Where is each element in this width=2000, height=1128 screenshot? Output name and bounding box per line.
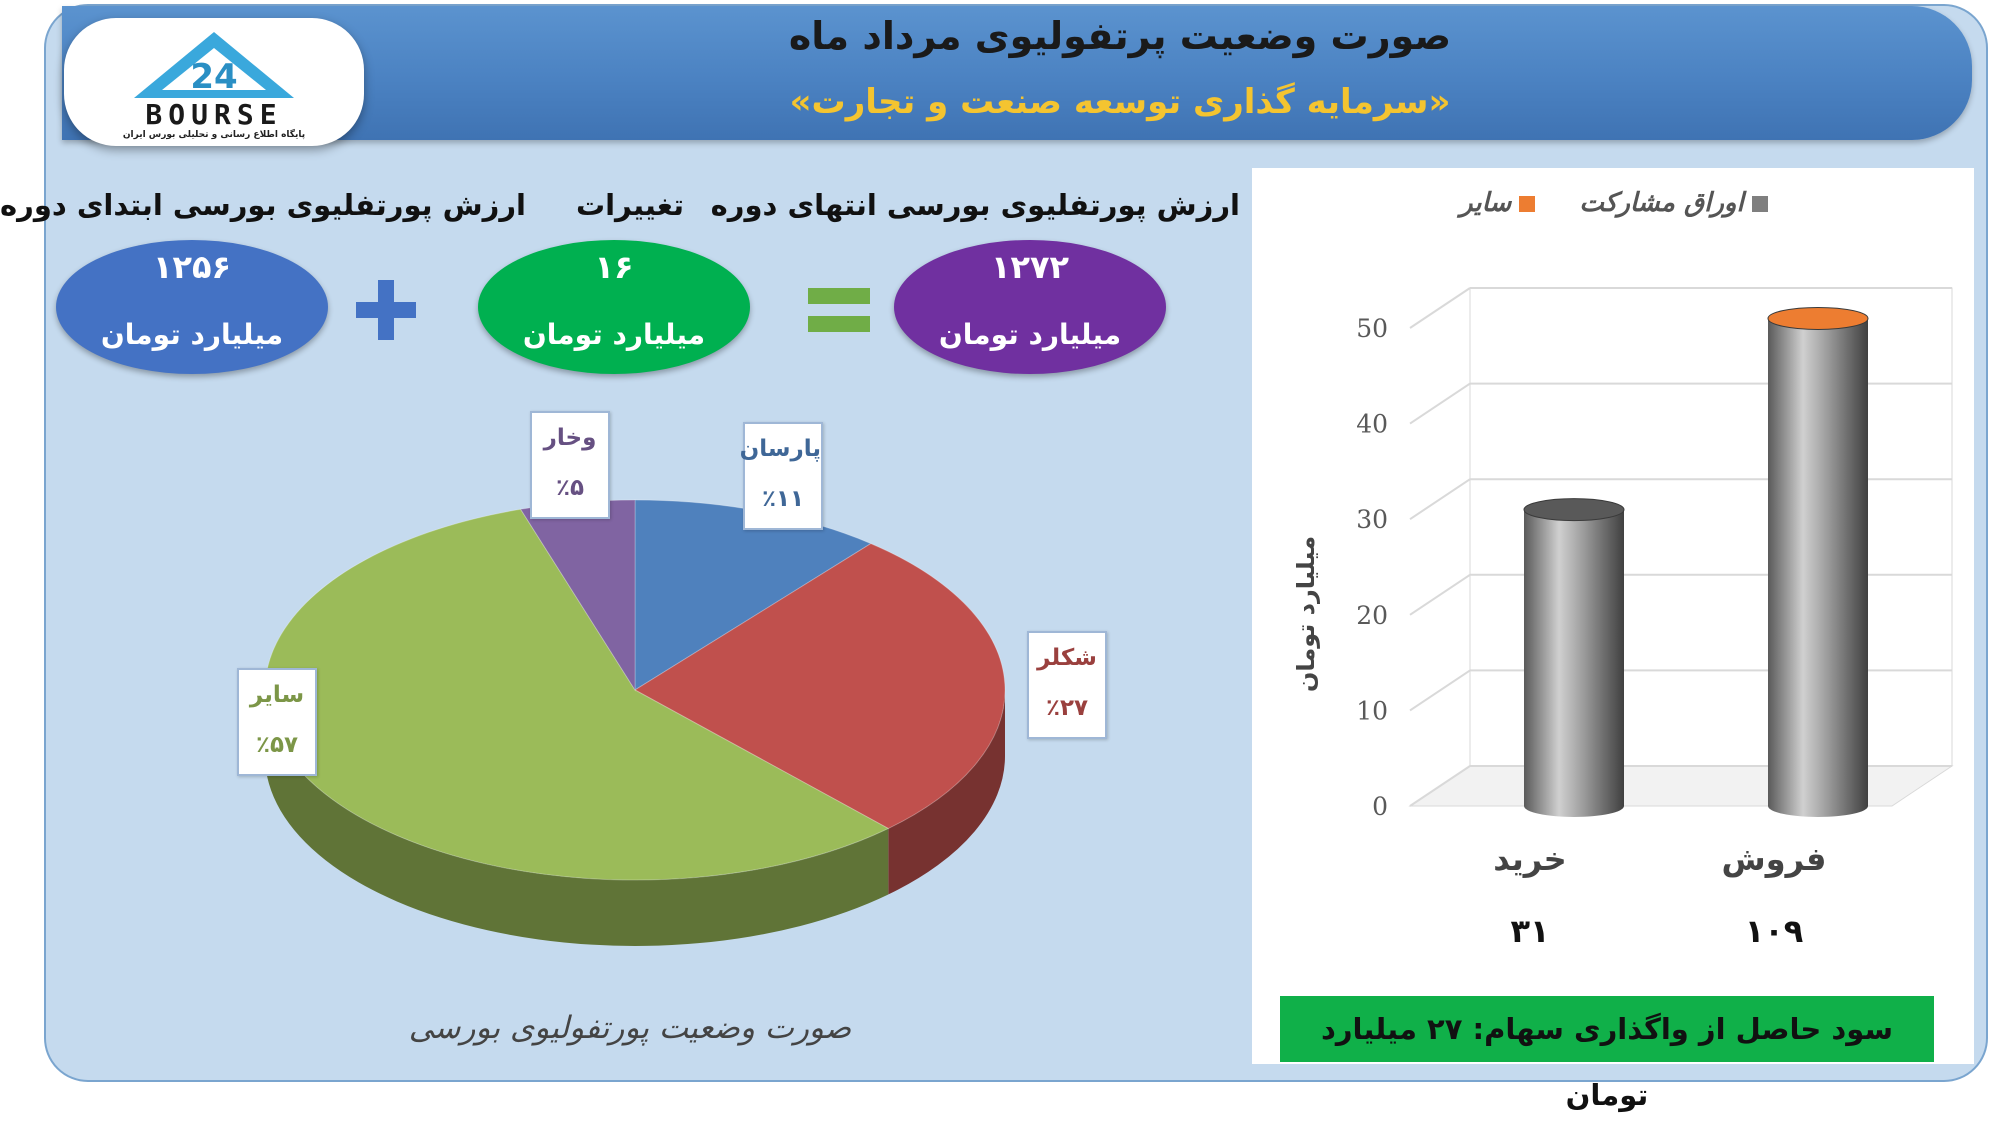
legend-label-other: سایر [1460,188,1512,218]
change-label: تغییرات [575,188,685,222]
bar-gridline-side-2 [1409,573,1471,616]
equals-icon [808,288,870,332]
pie-slice-1 [634,543,1006,830]
pie-label-value-0: ٪۱۱ [761,486,805,512]
bar-gridline-side-4 [1409,382,1471,425]
bar-gridline-side-5 [1409,287,1471,329]
bar-chart: 0 10 20 30 40 50 [1356,287,1954,821]
profit-note: سود حاصل از واگذاری سهام: ۲۷ میلیارد توم… [1280,996,1934,1112]
pie-chart-title: صورت وضعیت پورتفولیوی بورسی [408,1010,852,1046]
bar-1 [1767,306,1869,817]
legend-label-bonds: اوراق مشارکت [1579,188,1744,218]
logo-roof-icon: 24 [134,32,294,98]
pie-chart [230,460,1090,980]
bar-category-sell: فروش [1721,840,1827,878]
pie-label-2: سایر ٪۵۷ [237,668,317,776]
bar-0 [1523,498,1625,817]
page-subtitle: «سرمایه گذاری توسعه صنعت و تجارت» [789,82,1451,122]
page-title: صورت وضعیت پرتفولیوی مرداد ماه [788,14,1452,58]
end-value-unit: میلیارد تومان [938,318,1122,351]
bar-y-tick-5: 50 [1356,314,1388,343]
pie-label-value-1: ٪۲۷ [1045,695,1089,721]
pie-side-2 [265,690,889,946]
bar-body-0 [1524,509,1624,817]
bar-y-tick-0: 0 [1372,792,1388,821]
bar-y-tick-3: 30 [1356,505,1388,534]
start-value: ۱۲۵۶ [152,248,232,286]
end-value-label: ارزش پورتفلیوی بورسی انتهای دوره [710,188,1240,222]
bar-gridline-side-1 [1409,669,1471,712]
start-value-label: ارزش پورتفلیوی بورسی ابتدای دوره [0,188,526,222]
bar-y-tick-1: 10 [1356,696,1388,725]
pie-label-name-3: وخار [543,425,597,451]
pie-label-value-3: ٪۵ [555,475,585,501]
change-value-unit: میلیارد تومان [522,318,706,351]
legend-item-other: سایر [1460,188,1536,218]
bourse24-logo: 24 BOURSE پایگاه اطلاع رسانی و تحلیلی بو… [64,18,364,146]
logo-word: BOURSE [145,98,283,131]
end-value-ellipse: ۱۲۷۲ میلیارد تومان [894,240,1166,374]
start-value-ellipse: ۱۲۵۶ میلیارد تومان [56,240,328,374]
pie-label-3: وخار ٪۵ [530,411,610,519]
bar-category-buy: خرید [1493,840,1567,878]
end-value: ۱۲۷۲ [990,248,1070,286]
bar-y-tick-4: 40 [1356,410,1388,439]
header-banner [62,6,1972,140]
change-value-ellipse: ۱۶ میلیارد تومان [478,240,750,374]
pie-label-name-1: شکلر [1037,645,1097,671]
bar-chart-legend: اوراق مشارکت سایر [1460,188,1768,218]
pie-label-name-2: سایر [249,682,305,708]
start-value-unit: میلیارد تومان [100,318,284,351]
logo-tagline: پایگاه اطلاع رسانی و تحلیلی بورس ایران [122,130,306,140]
legend-item-bonds: اوراق مشارکت [1579,188,1768,218]
pie-label-value-2: ٪۵۷ [255,732,299,758]
bar-y-tick-2: 20 [1356,601,1388,630]
bar-cap-1 [1767,306,1869,330]
pie-label-0: پارسان ٪۱۱ [739,422,823,530]
bar-gridline-side-3 [1409,478,1471,521]
pie-label-name-0: پارسان [739,436,821,462]
plus-icon [356,280,416,340]
pie-label-1: شکلر ٪۲۷ [1027,631,1107,739]
bar-floor [1408,765,1954,807]
bar-gridline-side-0 [1409,765,1471,807]
bar-value-buy: ۳۱ [1510,912,1550,950]
bar-body-1 [1768,318,1868,817]
change-value: ۱۶ [594,248,634,286]
pie-slice-2 [264,508,890,881]
pie-side-1 [888,690,1005,895]
legend-swatch-other [1519,195,1536,212]
legend-swatch-bonds [1751,195,1768,212]
bar-cap-0 [1523,498,1625,522]
bar-value-sell: ۱۰۹ [1744,912,1804,950]
logo-number: 24 [190,57,237,97]
